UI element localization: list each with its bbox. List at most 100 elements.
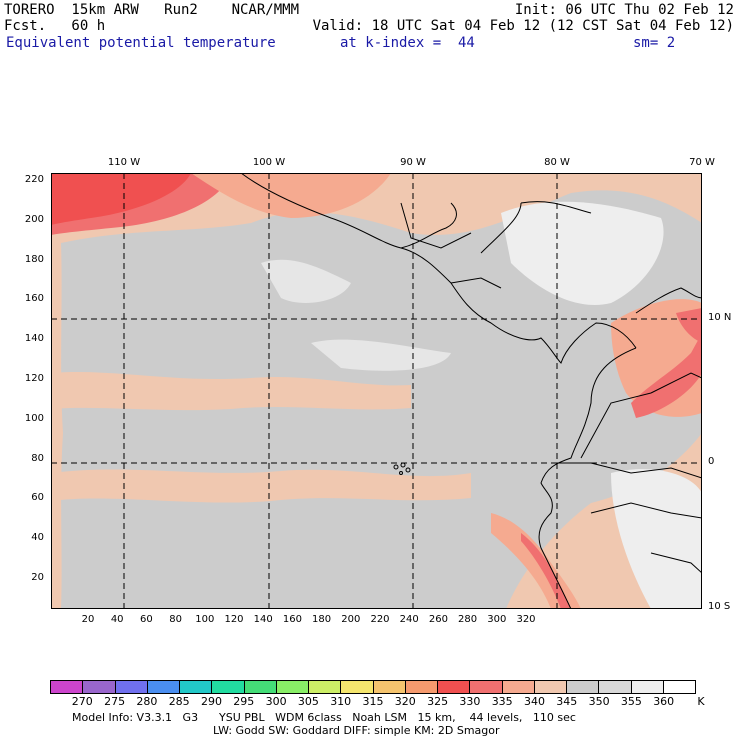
colorbar	[50, 680, 696, 694]
lat-lon-grid	[51, 173, 702, 609]
colorbar-swatch	[244, 681, 277, 693]
x-tick-label: 120	[224, 614, 244, 625]
colorbar-swatch	[180, 681, 213, 693]
longitude-label: 110 W	[107, 157, 141, 168]
y-tick-label: 200	[24, 213, 44, 225]
longitude-label: 80 W	[544, 157, 570, 168]
y-tick-label: 180	[24, 253, 44, 265]
colorbar-label: 280	[136, 695, 158, 708]
x-tick-label: 280	[458, 614, 478, 625]
hot-nw-core	[51, 173, 191, 225]
x-tick-label: 220	[370, 614, 390, 625]
y-tick-label: 80	[31, 452, 44, 464]
colorbar-label: 320	[394, 695, 416, 708]
y-tick-label: 100	[24, 412, 44, 424]
colorbar-label: 330	[459, 695, 481, 708]
warm-band-2	[51, 469, 471, 503]
country-borders	[400, 202, 702, 574]
coastline-caribbean	[480, 201, 702, 314]
forecast-hour: Fcst. 60 h	[4, 18, 106, 34]
x-tick-label: 160	[282, 614, 302, 625]
longitude-label: 100 W	[252, 157, 286, 168]
x-tick-label: 260	[428, 614, 448, 625]
y-tick-label: 20	[31, 572, 44, 583]
north-strip	[191, 173, 391, 218]
warm-band	[51, 371, 411, 411]
colorbar-label: 355	[620, 695, 642, 708]
colorbar-label: 315	[362, 695, 384, 708]
light-patch-3	[501, 201, 664, 305]
colorbar-label: 295	[233, 695, 255, 708]
init-time: Init: 06 UTC Thu 02 Feb 12	[514, 2, 734, 18]
colorbar-label: 305	[297, 695, 319, 708]
longitude-label: 90 W	[400, 157, 426, 168]
colorbar-swatch	[51, 681, 84, 693]
colorbar-swatch	[276, 681, 309, 693]
x-tick-label: 320	[516, 614, 536, 625]
light-patch-2	[311, 339, 451, 371]
colorbar-swatch	[663, 681, 695, 693]
colorbar-swatch	[631, 681, 664, 693]
y-tick-label: 160	[24, 293, 44, 305]
colorbar-swatch	[83, 681, 116, 693]
colorbar-label: 340	[524, 695, 545, 708]
colorbar-swatch	[470, 681, 503, 693]
colorbar-swatch	[438, 681, 471, 693]
y-tick-label: 40	[31, 532, 44, 544]
level-label: at k-index = 44	[340, 35, 475, 51]
colorbar-swatch	[115, 681, 148, 693]
colorbar-label: 335	[491, 695, 513, 708]
colorbar-label: 360	[653, 695, 675, 708]
colorbar-swatch	[405, 681, 438, 693]
x-tick-label: 140	[253, 614, 273, 625]
y-tick-label: 220	[24, 174, 44, 185]
longitude-label: 70 W	[689, 157, 715, 168]
galapagos-islands	[393, 462, 411, 475]
latitude-label: 0	[708, 456, 715, 467]
colorbar-label: 270	[71, 695, 93, 708]
colorbar-swatch	[147, 681, 180, 693]
colorbar-swatch	[373, 681, 406, 693]
colorbar-swatch	[567, 681, 600, 693]
colorbar-unit: K	[697, 695, 705, 708]
map-frame	[51, 173, 702, 609]
x-tick-label: 100	[195, 614, 215, 625]
x-tick-label: 60	[140, 614, 153, 625]
light-patch-1	[261, 259, 351, 303]
colorbar-label: 300	[265, 695, 287, 708]
latitude-label: 10 N	[708, 312, 732, 323]
colorbar-label: 310	[330, 695, 352, 708]
y-tick-label: 60	[31, 492, 44, 504]
x-tick-label: 200	[341, 614, 361, 625]
physics-info: LW: Godd SW: Goddard DIFF: simple KM: 2D…	[213, 724, 500, 737]
x-tick-label: 40	[110, 614, 124, 625]
model-run-title: TORERO 15km ARW Run2 NCAR/MMM	[4, 2, 300, 18]
smoothing-label: sm= 2	[633, 35, 676, 51]
theta-e-map	[51, 173, 702, 609]
colorbar-label: 275	[104, 695, 126, 708]
coastline-south-america	[538, 347, 637, 609]
colorbar-swatch	[502, 681, 535, 693]
colorbar-label: 325	[427, 695, 449, 708]
colorbar-swatch	[309, 681, 342, 693]
colorbar-swatch	[212, 681, 245, 693]
colorbar-label: 285	[168, 695, 190, 708]
latitude-label: 10 S	[708, 601, 731, 612]
colombia-core	[676, 308, 702, 343]
model-info: Model Info: V3.3.1 G3 YSU PBL WDM 6class…	[72, 711, 576, 724]
colorbar-label: 350	[588, 695, 610, 708]
x-tick-label: 80	[169, 614, 182, 625]
y-tick-label: 120	[24, 373, 44, 384]
x-tick-label: 180	[312, 614, 332, 625]
colorbar-swatch	[534, 681, 567, 693]
colorbar-label: 345	[556, 695, 578, 708]
x-tick-label: 20	[81, 614, 95, 625]
valid-time: Valid: 18 UTC Sat 04 Feb 12 (12 CST Sat …	[312, 18, 734, 34]
peru-core	[521, 533, 571, 609]
venezuela-core	[631, 333, 702, 418]
x-tick-label: 240	[399, 614, 419, 625]
field-name: Equivalent potential temperature	[6, 35, 276, 51]
x-tick-label: 300	[487, 614, 507, 625]
colorbar-swatch	[599, 681, 632, 693]
colorbar-swatch	[341, 681, 374, 693]
